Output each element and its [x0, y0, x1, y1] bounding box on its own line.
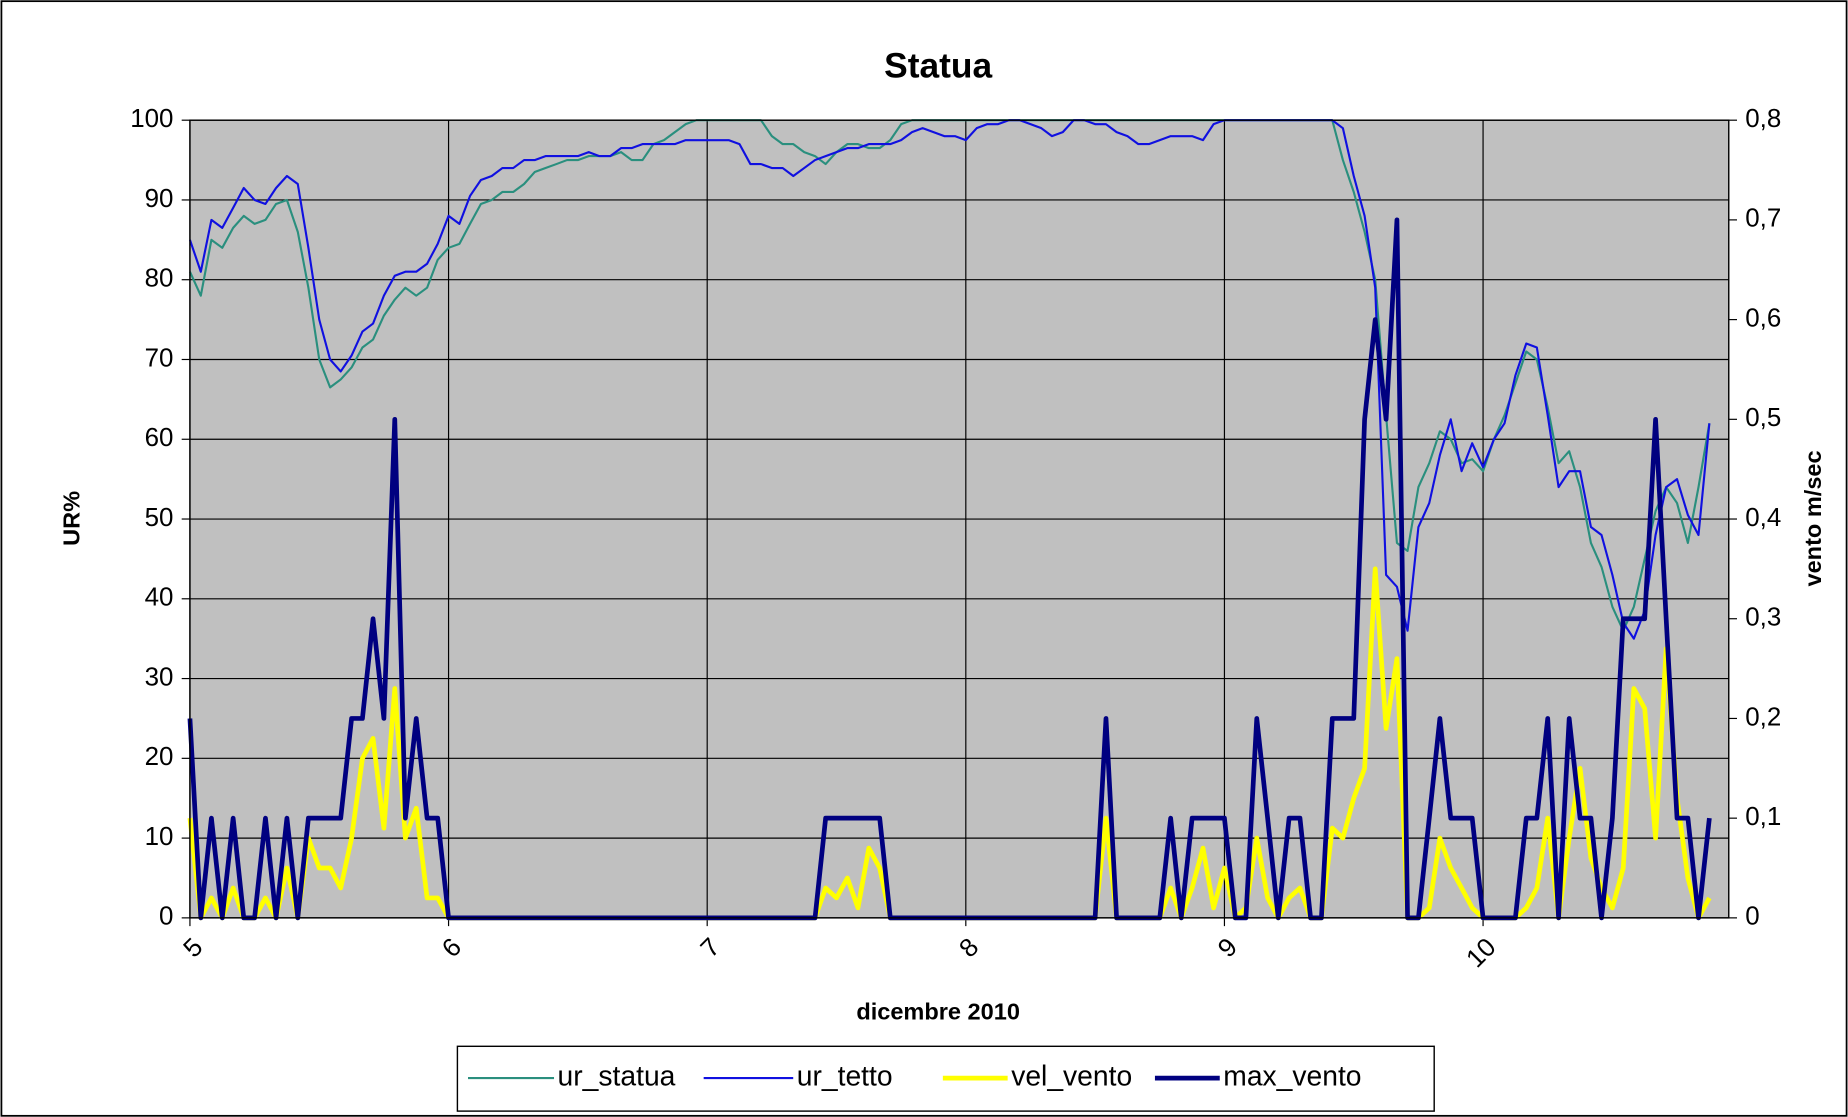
data-line [188, 119, 1711, 640]
y-axis-label: UR% [59, 491, 85, 546]
y2-tick-label: 0,1 [1745, 803, 1781, 831]
y-tick-label: 0 [159, 903, 173, 931]
y-tick-label: 90 [145, 185, 174, 213]
y-tick-label: 20 [145, 743, 174, 771]
y2-tick-label: 0,7 [1745, 205, 1781, 233]
y2-tick-label: 0 [1745, 903, 1759, 931]
y2-tick-label: 0,3 [1745, 604, 1781, 632]
y-tick-label: 60 [145, 424, 174, 452]
y-tick-label: 70 [145, 344, 174, 372]
y2-axis-label: vento m/sec [1800, 450, 1826, 586]
y2-tick-label: 0,5 [1745, 404, 1781, 432]
y2-tick-label: 0,2 [1745, 703, 1781, 731]
legend: ur_statua ur_tetto vel_vento max_vento [456, 1045, 1435, 1112]
x-axis-label: dicembre 2010 [856, 999, 1020, 1025]
y2-tick-label: 0,6 [1745, 304, 1781, 332]
legend-label: vel_vento [1011, 1060, 1132, 1092]
y2-tick-label: 0,8 [1745, 105, 1781, 133]
y-tick-label: 40 [145, 584, 174, 612]
chart-title: Statua [884, 47, 992, 86]
legend-label: max_vento [1223, 1060, 1361, 1092]
y-tick-label: 10 [145, 823, 174, 851]
legend-label: ur_tetto [797, 1060, 893, 1092]
plot-border [189, 119, 1730, 919]
y2-tick-label: 0,4 [1745, 504, 1781, 532]
legend-label: ur_statua [558, 1060, 676, 1092]
y-tick-label: 100 [130, 105, 173, 133]
y-tick-label: 80 [145, 265, 174, 293]
y-tick-label: 30 [145, 663, 174, 691]
y-tick-label: 50 [145, 504, 174, 532]
